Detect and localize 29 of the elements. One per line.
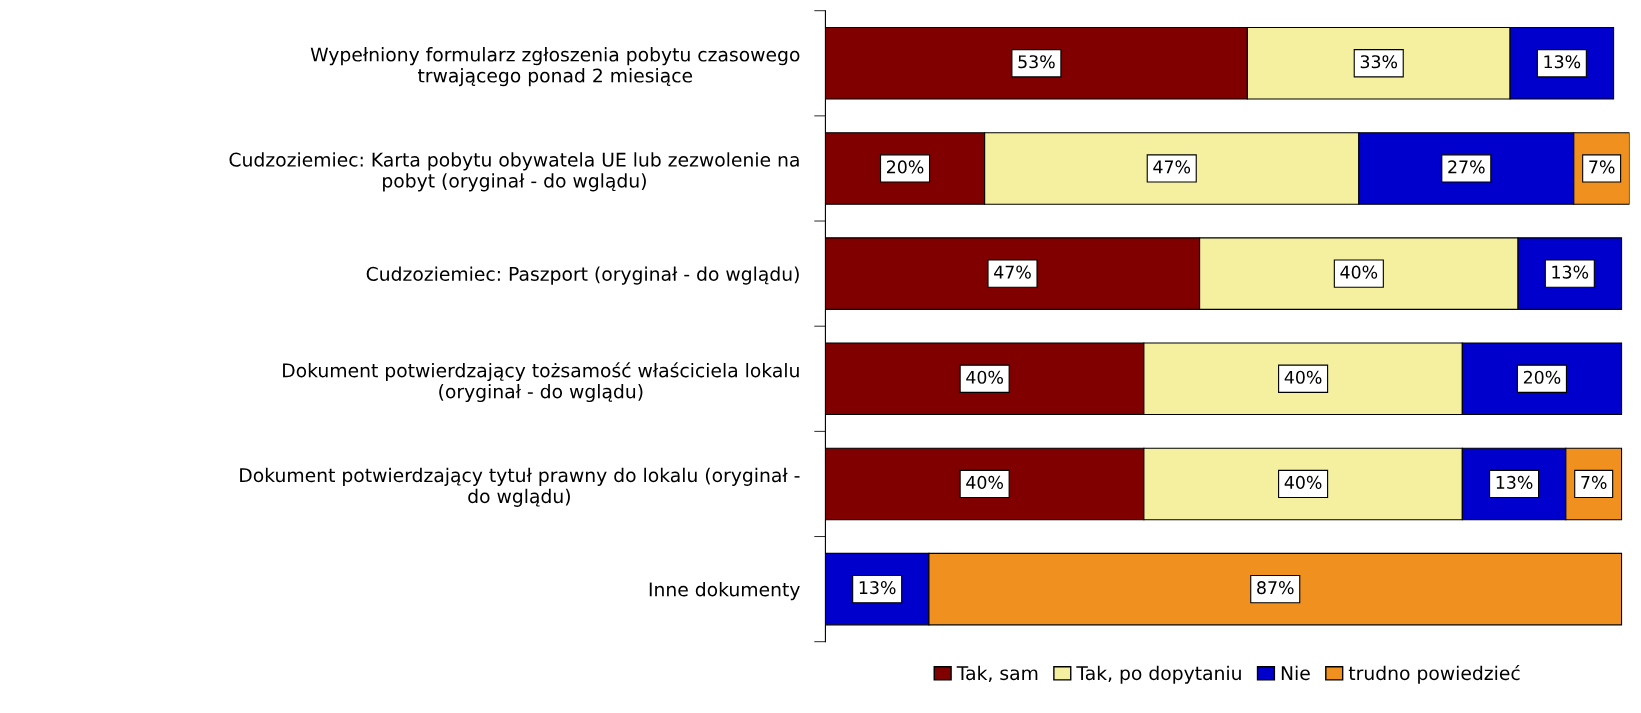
data-label: 47% [994,265,1031,279]
data-label: 53% [1018,55,1055,69]
data-label: 87% [1257,581,1294,595]
y-tick-label: Cudzoziemiec: Karta pobytu obywatela UE lub zezwolenie na pobyt (oryginał - do wglądu) [229,152,799,192]
data-label: 13% [859,581,896,595]
data-label: 27% [1448,160,1485,174]
y-tick-label: Dokument potwierdzający tożsamość właściciela lokalu (oryginał - do wglądu) [283,362,799,403]
data-label: 40% [966,475,1003,489]
data-label: 47% [1153,160,1191,174]
data-label: 7% [1589,160,1615,174]
legend-label: Nie [1281,665,1310,681]
y-tick-label: Inne dokumenty [649,581,800,601]
legend-label: Tak, sam [956,665,1038,683]
y-tick-label: Wypełniony formularz zgłoszenia pobytu czasowego trwającego ponad 2 miesiące [310,47,800,87]
data-label: 40% [1284,370,1322,384]
data-label: 7% [1581,475,1607,489]
data-label: 20% [887,160,924,174]
data-label: 13% [1496,475,1533,489]
data-label: 20% [1523,370,1561,384]
legend-label: trudno powiedzieć [1348,664,1520,684]
data-label: 13% [1552,265,1589,279]
data-label: 33% [1360,55,1398,69]
y-tick-label: Dokument potwierdzający tytuł prawny do lokalu (oryginał - do wglądu) [240,467,800,507]
y-tick-label: Cudzoziemiec: Paszport (oryginał - do wglądu) [366,266,799,285]
data-label: 40% [1340,265,1378,279]
legend-label: Tak, po dopytaniu [1076,665,1241,684]
data-label: 40% [966,370,1003,384]
data-label: 40% [1284,475,1322,489]
data-label: 13% [1544,55,1581,69]
